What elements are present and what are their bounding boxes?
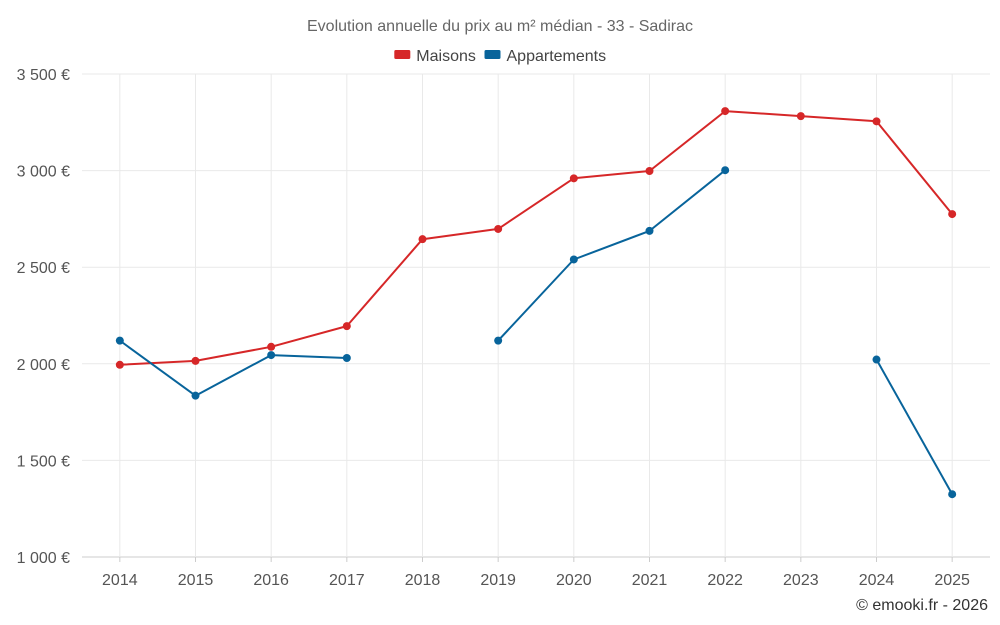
x-tick-label: 2021: [632, 572, 668, 589]
grid: [82, 73, 990, 562]
x-tick-label: 2025: [934, 572, 970, 589]
data-point[interactable]: [342, 322, 351, 331]
legend-swatch: [484, 50, 501, 59]
series-line: [119, 339, 347, 397]
data-point[interactable]: [191, 391, 200, 400]
series-appartements: [115, 166, 957, 499]
series-maisons: [115, 107, 957, 369]
x-axis: 2014 2015 2016 2017 2018 2019 2020 2021 2022 2023…: [102, 572, 970, 589]
y-tick-label: 3 000 €: [17, 164, 70, 181]
data-point[interactable]: [948, 490, 957, 499]
y-tick-label: 2 500 €: [17, 260, 70, 277]
x-tick-label: 2017: [329, 572, 365, 589]
legend-label: Maisons: [416, 48, 476, 65]
legend-swatch: [394, 50, 411, 59]
data-point[interactable]: [191, 356, 200, 365]
y-tick-label: 2 000 €: [17, 357, 70, 374]
series-group: [115, 107, 957, 499]
legend: Maisons Appartements: [394, 48, 606, 65]
x-tick-label: 2022: [707, 572, 743, 589]
data-point[interactable]: [342, 354, 351, 363]
data-point[interactable]: [569, 174, 578, 183]
data-point[interactable]: [494, 336, 503, 345]
y-tick-label: 1 500 €: [17, 453, 70, 470]
data-point[interactable]: [721, 107, 730, 116]
x-tick-label: 2020: [556, 572, 592, 589]
data-point[interactable]: [267, 342, 276, 351]
x-tick-label: 2018: [405, 572, 441, 589]
y-tick-label: 3 500 €: [17, 67, 70, 84]
data-point[interactable]: [569, 255, 578, 264]
data-point[interactable]: [115, 360, 124, 369]
legend-label: Appartements: [507, 48, 607, 65]
data-point[interactable]: [115, 336, 124, 345]
data-point[interactable]: [948, 210, 957, 219]
series-line: [497, 169, 726, 342]
x-tick-label: 2016: [253, 572, 289, 589]
credit-text: © emooki.fr - 2026: [856, 597, 988, 614]
x-tick-label: 2023: [783, 572, 819, 589]
legend-item-maisons[interactable]: Maisons: [394, 48, 476, 65]
x-tick-label: 2014: [102, 572, 138, 589]
data-point[interactable]: [872, 117, 881, 126]
data-point[interactable]: [494, 224, 503, 233]
x-tick-label: 2024: [859, 572, 895, 589]
data-point[interactable]: [267, 351, 276, 360]
x-tick-label: 2015: [178, 572, 214, 589]
data-point[interactable]: [796, 112, 805, 121]
x-tick-label: 2019: [480, 572, 516, 589]
data-point[interactable]: [721, 166, 730, 175]
legend-item-appartements[interactable]: Appartements: [484, 48, 607, 65]
chart-title: Evolution annuelle du prix au m² médian …: [307, 18, 693, 35]
y-axis: 1 000 € 1 500 € 2 000 € 2 500 € 3 000 € 3 500…: [17, 67, 70, 567]
data-point[interactable]: [872, 355, 881, 364]
series-line: [875, 359, 954, 495]
data-point[interactable]: [645, 166, 654, 175]
data-point[interactable]: [418, 235, 427, 244]
data-point[interactable]: [645, 226, 654, 235]
series-line: [119, 110, 953, 366]
y-tick-label: 1 000 €: [17, 550, 70, 567]
